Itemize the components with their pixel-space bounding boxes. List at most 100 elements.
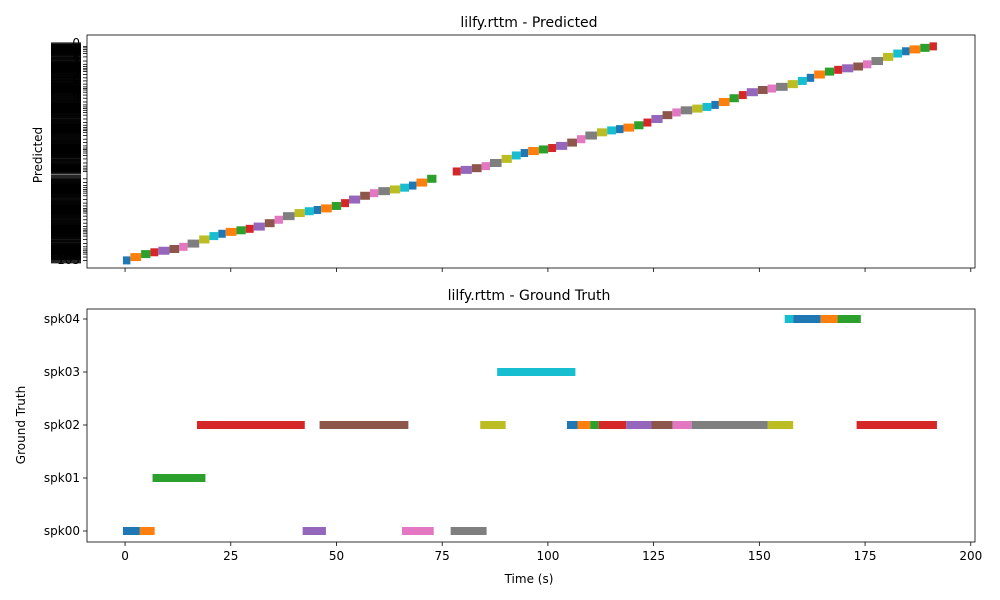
segment-bar [196, 421, 305, 429]
x-tick-label: 100 [536, 549, 559, 563]
y-tick-label: spk04 [44, 312, 80, 326]
segment-bar [304, 207, 314, 216]
segment-bar [199, 235, 210, 244]
ground-truth-title: lilfy.rttm - Ground Truth [448, 288, 611, 304]
segment-bar [893, 49, 903, 58]
segment-bar [856, 421, 937, 429]
segment-bar [691, 421, 768, 429]
segment-bar [520, 149, 529, 158]
segment-bar [139, 527, 155, 535]
y-tick-label: spk03 [44, 365, 80, 379]
segment-bar [806, 73, 815, 82]
segment-bar [150, 248, 159, 257]
y-tick-label-overlap [51, 195, 81, 203]
y-tick-label-overlap [51, 114, 81, 122]
ground-truth-ylabel: Ground Truth [14, 386, 28, 464]
segment-bar [596, 128, 608, 137]
segment-bar [480, 421, 506, 429]
y-tick-label: 0 [72, 36, 80, 50]
y-tick-label: spk01 [44, 471, 80, 485]
x-tick-label: 125 [642, 549, 665, 563]
segment-bar [757, 85, 768, 94]
x-tick-label: 75 [435, 549, 450, 563]
segment-bar [253, 222, 265, 231]
segment-bar [651, 421, 673, 429]
y-tick-label-overlap [51, 199, 81, 207]
segment-bar [643, 118, 652, 127]
segment-bar [294, 209, 305, 218]
segment-bar [130, 253, 142, 262]
segment-bar [225, 227, 237, 236]
y-tick-label: 3 [72, 54, 80, 68]
y-tick-label: 6 [72, 72, 80, 86]
segment-bar [824, 67, 835, 76]
segment-bar [313, 205, 322, 214]
segment-bar [616, 125, 624, 134]
segment-bar [929, 42, 937, 51]
segment-bar [607, 126, 617, 135]
segment-bar [538, 145, 549, 154]
segment-bar [489, 158, 502, 167]
y-tick-label-overlap [51, 178, 81, 186]
segment-bar [389, 185, 401, 194]
y-tick-label: spk02 [44, 418, 80, 432]
segment-bar [623, 123, 635, 132]
segment-bar [556, 141, 568, 150]
segment-bar [501, 154, 512, 163]
ground-truth-panel: lilfy.rttm - Ground Truth Ground Truth T… [14, 288, 982, 586]
predicted-ylabel: Predicted [31, 127, 45, 183]
segment-bar [179, 242, 188, 251]
y-tick-label: spk00 [44, 524, 80, 538]
segment-bar [319, 421, 409, 429]
segment-bar [692, 104, 703, 113]
y-tick-label-overlap [51, 135, 81, 143]
segment-bar [711, 100, 719, 109]
segment-bar [585, 131, 597, 140]
segment-bar [548, 144, 557, 153]
segment-bar [729, 94, 739, 103]
segment-bar [634, 121, 644, 130]
y-tick-label-overlap [51, 215, 81, 223]
segment-bar [122, 256, 131, 265]
predicted-title: lilfy.rttm - Predicted [460, 15, 597, 31]
segment-bar [834, 65, 843, 74]
y-tick-label: 105 [57, 253, 80, 267]
segment-bar [797, 76, 807, 85]
segment-bar [402, 527, 434, 535]
predicted-plot-frame [86, 34, 976, 269]
segment-bar [341, 199, 350, 208]
x-tick-label: 0 [121, 549, 129, 563]
segment-bar [814, 70, 825, 79]
y-tick-label: 8 [72, 84, 80, 98]
segment-bar [302, 527, 326, 535]
y-tick-label-overlap [51, 97, 81, 105]
segment-bar [920, 43, 930, 52]
segment-bar [767, 421, 794, 429]
x-tick-label: 200 [959, 549, 982, 563]
segment-bar [141, 250, 151, 259]
predicted-x-ticks [124, 268, 972, 272]
segment-bar [787, 80, 798, 89]
x-tick-label: 175 [854, 549, 877, 563]
segment-bar [626, 421, 652, 429]
segment-bar [450, 527, 487, 535]
y-tick-label-overlap [51, 42, 81, 50]
segment-bar [793, 315, 821, 323]
segment-bar [158, 246, 170, 255]
y-tick-label-overlap [51, 118, 81, 126]
segment-bar [863, 60, 872, 69]
segment-bar [122, 527, 140, 535]
segment-bar [842, 64, 854, 73]
segment-bar [718, 97, 730, 106]
segment-bar [460, 165, 472, 174]
segment-bar [820, 315, 838, 323]
ground-truth-plot-frame [86, 308, 976, 543]
segment-bar [566, 421, 578, 429]
y-tick-label: 9 [72, 90, 80, 104]
x-axis-label: Time (s) [504, 572, 554, 586]
segment-bar [416, 178, 428, 187]
segment-bar [218, 229, 226, 238]
segment-bar [274, 215, 283, 224]
y-tick-label: 5 [72, 66, 80, 80]
